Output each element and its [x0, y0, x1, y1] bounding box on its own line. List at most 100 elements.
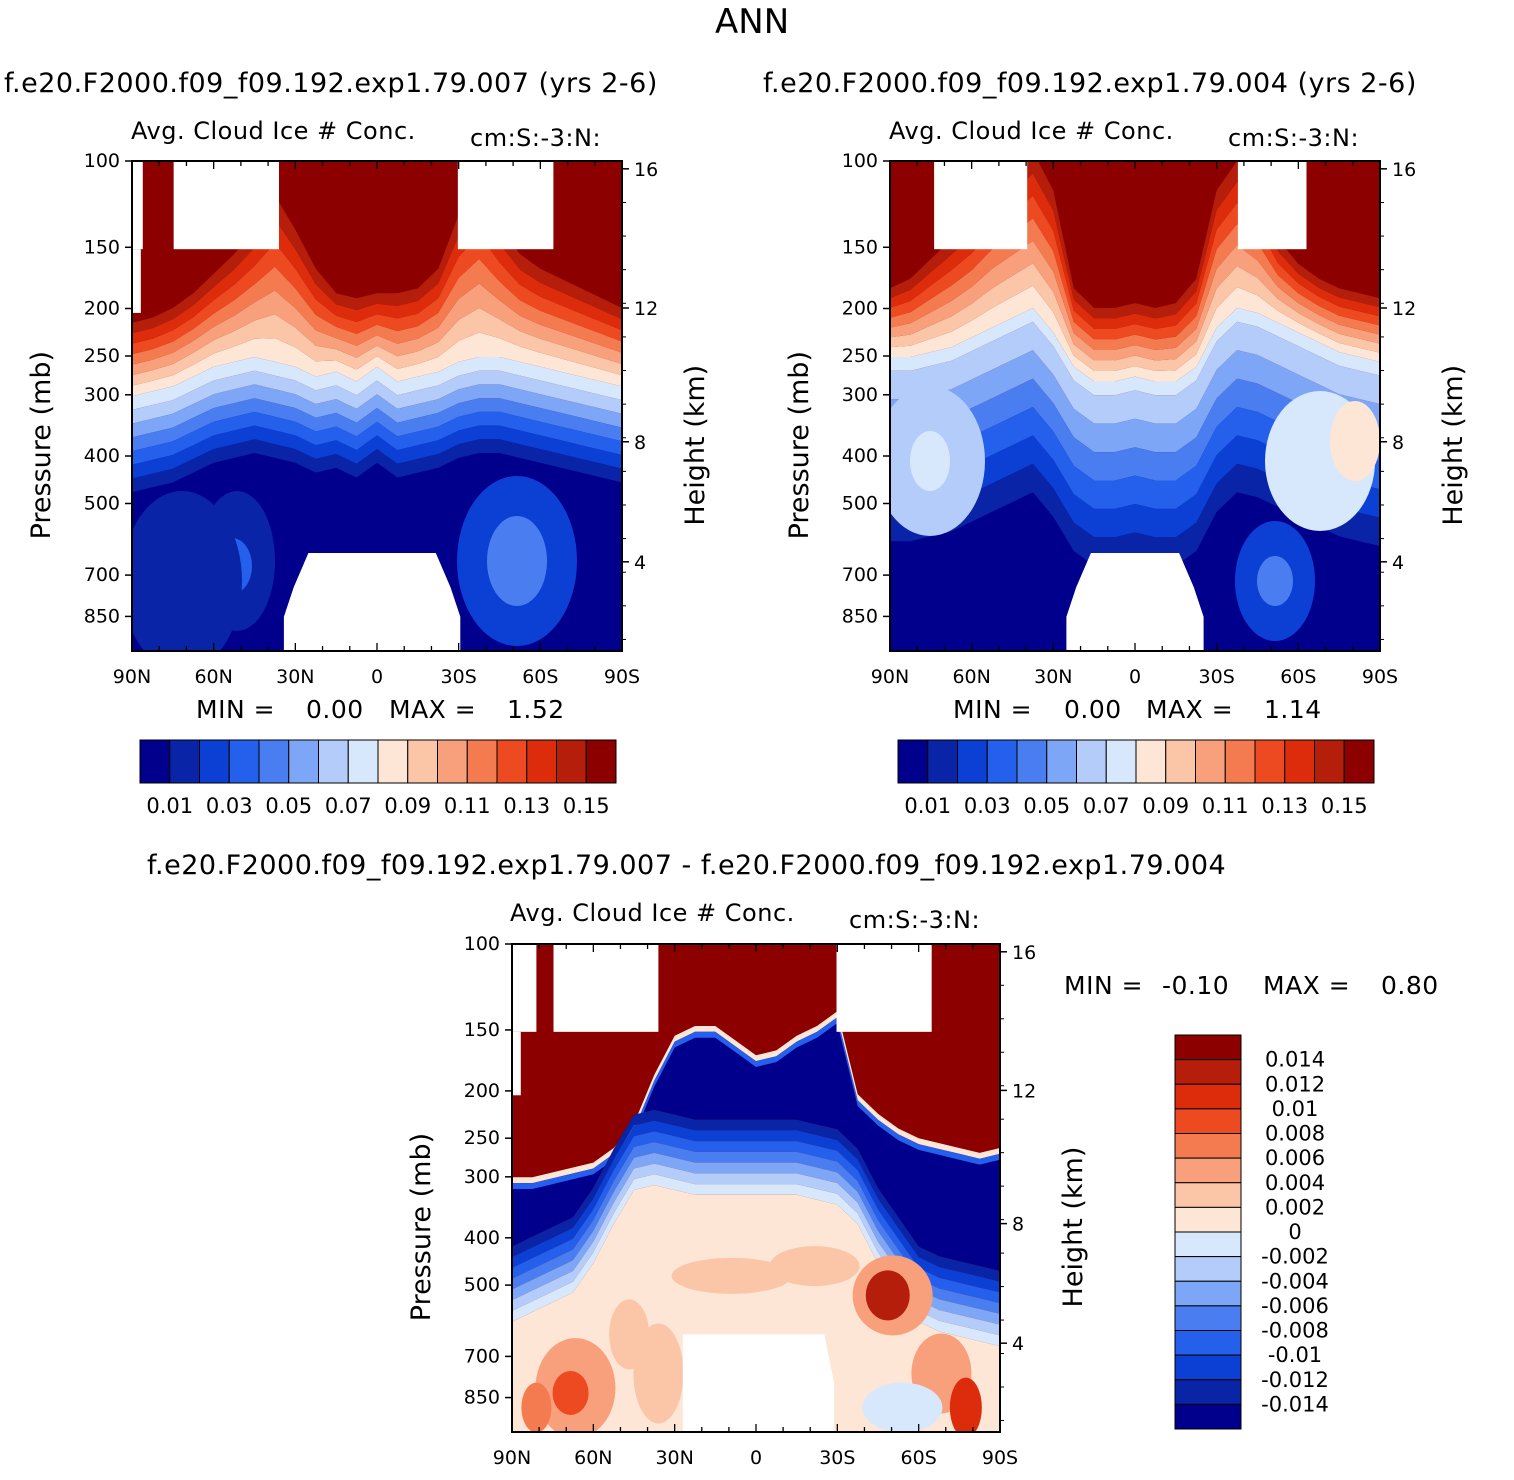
diff-colorbar-label: -0.014	[1261, 1392, 1329, 1416]
left-panel-warm-band	[132, 234, 622, 355]
left-panel-cool-band	[132, 439, 622, 493]
right-panel-y2label: Height (km)	[1438, 365, 1469, 526]
diff-panel-ptick-label: 150	[464, 1019, 500, 1041]
diff-panel-transition-band	[512, 1163, 1000, 1336]
diff-panel-ptick-label: 100	[464, 933, 500, 955]
right-colorbar-swatch	[897, 739, 929, 784]
diff-colorbar: 0.0140.0120.010.0080.0060.0040.0020-0.00…	[1174, 1034, 1329, 1430]
diff-colorbar-swatch	[1174, 1108, 1242, 1134]
diff-panel-xtick-label: 30N	[655, 1447, 693, 1469]
diff-panel-transition-band	[512, 1152, 1000, 1325]
page-title: ANN	[715, 2, 790, 42]
right-panel-ztick-label: 8	[1392, 432, 1404, 454]
right-panel-ylabel: Pressure (mb)	[784, 351, 815, 539]
diff-subtitle: Avg. Cloud Ice # Conc.	[510, 899, 795, 927]
diff-colorbar-label: 0.014	[1265, 1048, 1325, 1072]
diff-header: f.e20.F2000.f09_f09.192.exp1.79.007 - f.…	[147, 850, 1227, 881]
right-panel-ztick-label: 12	[1392, 298, 1416, 320]
diff-panel-missing-box	[836, 944, 932, 1032]
right-panel-axes: 100 150 200 250 300 400 500 700 850 16 12 8 4 90N 60N 3…	[784, 150, 1469, 688]
left-panel-ptick-label: 400	[84, 445, 120, 467]
right-panel-xtick-label: 0	[1129, 666, 1141, 688]
left-colorbar-swatch	[228, 739, 260, 784]
left-max-value: 1.52	[507, 695, 565, 724]
left-max-label: MAX =	[389, 695, 477, 724]
diff-panel-transition-band	[512, 1120, 1000, 1293]
right-colorbar-swatch	[1195, 739, 1226, 784]
diff-max-label: MAX =	[1263, 971, 1351, 1000]
left-panel-ptick-label: 250	[84, 345, 120, 367]
diff-colorbar-label: -0.004	[1261, 1269, 1329, 1293]
diff-min-value: -0.10	[1162, 971, 1230, 1000]
diff-panel-blob	[865, 1270, 910, 1321]
right-panel-xtick-label: 60S	[1280, 666, 1316, 688]
right-panel-ptick-label: 250	[842, 345, 878, 367]
diff-panel-field	[512, 944, 1000, 1432]
left-panel-xtick-label: 0	[371, 666, 383, 688]
diff-units: cm:S:-3:N:	[849, 906, 981, 934]
right-panel-ptick-label: 150	[842, 236, 878, 258]
right-panel-cool-band	[890, 463, 1380, 566]
diff-panel-ptick-label: 250	[464, 1127, 500, 1149]
diff-panel-xtick-label: 90S	[982, 1447, 1018, 1469]
diff-colorbar-label: 0	[1288, 1220, 1301, 1244]
right-panel-ptick-label: 500	[842, 492, 878, 514]
left-panel-cool-band	[132, 384, 622, 438]
left-colorbar-label: 0.15	[563, 794, 610, 818]
right-colorbar-label: 0.01	[904, 794, 951, 818]
right-panel-warm-band	[890, 218, 1380, 350]
right-panel-cool-band	[890, 350, 1380, 453]
diff-panel-negative-core	[512, 1017, 1000, 1271]
left-colorbar-swatch	[407, 739, 438, 784]
left-panel-ztick-label: 8	[634, 432, 646, 454]
left-panel-xtick-label: 90N	[113, 666, 151, 688]
left-panel-axes: 100 150 200 250 300 400 500 700 850 16 12 8 4 90N 60N 3…	[26, 150, 711, 688]
right-colorbar-swatch	[927, 739, 958, 784]
left-panel-ztick-label: 12	[634, 298, 658, 320]
left-panel-ptick-label: 850	[84, 605, 120, 627]
left-panel-cool-band	[132, 370, 622, 424]
right-panel-cool-band	[890, 321, 1380, 424]
left-panel-warm-band	[132, 185, 622, 334]
diff-panel-transition-band	[512, 1174, 1000, 1347]
left-panel-ptick-label: 100	[84, 150, 120, 172]
right-panel-blob	[910, 431, 950, 491]
diff-colorbar-label: 0.012	[1265, 1072, 1325, 1096]
right-subtitle: Avg. Cloud Ice # Conc.	[889, 117, 1174, 145]
diff-min-label: MIN =	[1064, 971, 1144, 1000]
right-colorbar-label: 0.15	[1321, 794, 1368, 818]
left-panel-warm-band	[132, 283, 622, 376]
diff-panel-ptick-label: 400	[464, 1227, 500, 1249]
left-units: cm:S:-3:N:	[470, 124, 602, 152]
diff-panel-ylabel: Pressure (mb)	[406, 1133, 437, 1321]
diff-panel-transition-band	[512, 1109, 1000, 1282]
right-units: cm:S:-3:N:	[1228, 124, 1360, 152]
right-panel-ztick-label: 16	[1392, 159, 1416, 181]
right-colorbar-label: 0.13	[1261, 794, 1308, 818]
right-panel-ptick-label: 100	[842, 150, 878, 172]
right-panel-field	[890, 161, 1380, 651]
left-panel-missing-box	[132, 161, 143, 250]
diff-colorbar-swatch	[1174, 1403, 1242, 1430]
diff-colorbar-label: -0.012	[1261, 1368, 1329, 1392]
diff-panel-y2label: Height (km)	[1058, 1147, 1089, 1308]
right-panel-cool-band	[890, 378, 1380, 481]
right-panel-cool-band	[890, 308, 1380, 396]
diff-panel-blob	[552, 1370, 589, 1415]
diff-panel-xtick-label: 60N	[574, 1447, 612, 1469]
left-min-label: MIN =	[196, 695, 276, 724]
diff-colorbar-swatch	[1174, 1354, 1242, 1381]
diff-panel-red-strip	[538, 944, 554, 1032]
right-run-header: f.e20.F2000.f09_f09.192.exp1.79.004 (yrs…	[763, 68, 1417, 99]
diff-panel-ztick-label: 4	[1012, 1333, 1024, 1355]
left-colorbar-swatch	[496, 739, 528, 784]
diff-colorbar-label: -0.008	[1261, 1319, 1329, 1343]
left-subtitle: Avg. Cloud Ice # Conc.	[131, 117, 416, 145]
left-panel-cool-band	[132, 411, 622, 465]
left-colorbar-swatch	[437, 739, 468, 784]
diff-colorbar-swatch	[1174, 1379, 1242, 1405]
left-panel-missing-box	[173, 161, 279, 250]
diff-colorbar-label: 0.002	[1265, 1195, 1325, 1219]
right-min-value: 0.00	[1064, 695, 1122, 724]
right-colorbar-label: 0.03	[964, 794, 1011, 818]
